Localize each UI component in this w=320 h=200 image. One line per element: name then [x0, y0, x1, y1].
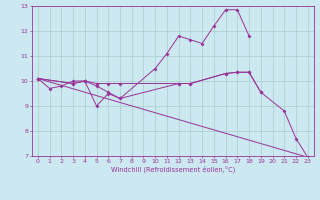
X-axis label: Windchill (Refroidissement éolien,°C): Windchill (Refroidissement éolien,°C): [111, 166, 235, 173]
